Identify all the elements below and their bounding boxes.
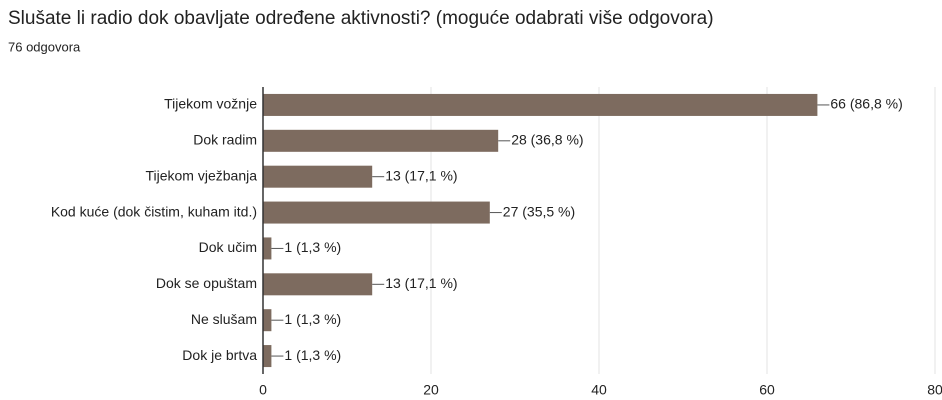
y-tick-label: Ne slušam	[191, 311, 257, 327]
value-label: 27 (35,5 %)	[503, 203, 575, 219]
value-label: 1 (1,3 %)	[284, 347, 341, 363]
y-tick-label: Dok se opuštam	[156, 275, 257, 291]
chart-subtitle: 76 odgovora	[8, 39, 81, 54]
bar	[263, 93, 818, 116]
bar	[263, 201, 490, 224]
bar	[263, 129, 499, 152]
bar	[263, 165, 373, 188]
x-tick-label: 80	[927, 382, 942, 398]
y-tick-label: Kod kuće (dok čistim, kuham itd.)	[51, 203, 257, 219]
y-tick-label: Tijekom vježbanja	[145, 167, 257, 183]
value-label: 66 (86,8 %)	[830, 96, 902, 112]
x-tick-label: 0	[259, 382, 267, 398]
y-tick-label: Dok učim	[199, 239, 257, 255]
bar	[263, 309, 272, 332]
y-tick-label: Dok radim	[193, 132, 257, 148]
value-label: 28 (36,8 %)	[511, 132, 583, 148]
x-tick-label: 20	[423, 382, 439, 398]
value-label: 1 (1,3 %)	[284, 311, 341, 327]
x-tick-label: 40	[591, 382, 607, 398]
y-tick-label: Tijekom vožnje	[164, 96, 257, 112]
value-label: 13 (17,1 %)	[385, 275, 457, 291]
x-tick-label: 60	[759, 382, 775, 398]
value-label: 13 (17,1 %)	[385, 167, 457, 183]
bar	[263, 273, 373, 296]
y-tick-label: Dok je brtva	[182, 347, 257, 363]
bar	[263, 345, 272, 368]
chart-title: Slušate li radio dok obavljate određene …	[8, 8, 714, 29]
value-label: 1 (1,3 %)	[284, 239, 341, 255]
bar	[263, 237, 272, 260]
